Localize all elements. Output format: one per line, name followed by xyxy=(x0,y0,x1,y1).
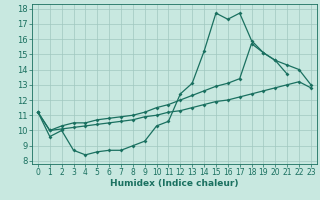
X-axis label: Humidex (Indice chaleur): Humidex (Indice chaleur) xyxy=(110,179,239,188)
